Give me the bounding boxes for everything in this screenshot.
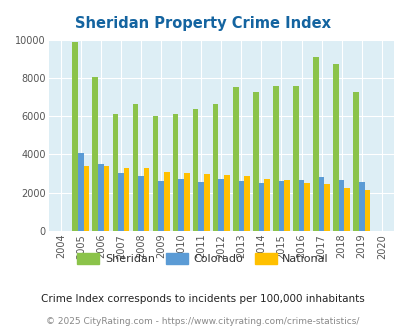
Bar [178,179,183,231]
Bar [78,152,83,231]
Text: Crime Index corresponds to incidents per 100,000 inhabitants: Crime Index corresponds to incidents per… [41,294,364,304]
Bar [284,181,289,231]
Bar [112,114,118,231]
Bar [72,43,78,231]
Bar [138,177,143,231]
Bar [232,87,238,231]
Bar [124,168,129,231]
Text: Sheridan Property Crime Index: Sheridan Property Crime Index [75,16,330,31]
Bar [212,104,218,231]
Bar [318,178,324,231]
Bar [298,180,304,231]
Bar [143,168,149,231]
Bar [132,104,138,231]
Bar [333,64,338,231]
Bar [292,85,298,231]
Bar [304,183,309,231]
Bar [103,166,109,231]
Bar [324,184,329,231]
Bar [98,164,103,231]
Legend: Sheridan, Colorado, National: Sheridan, Colorado, National [72,248,333,268]
Bar [218,179,224,231]
Bar [198,182,203,231]
Bar [152,116,158,231]
Bar [243,176,249,231]
Bar [172,114,178,231]
Bar [224,176,229,231]
Bar [338,180,343,231]
Bar [273,85,278,231]
Bar [258,183,264,231]
Bar [252,92,258,231]
Bar [164,173,169,231]
Bar [158,181,164,231]
Bar [92,78,98,231]
Bar [343,188,349,231]
Bar [352,92,358,231]
Bar [118,173,124,231]
Bar [203,174,209,231]
Bar [358,182,364,231]
Bar [264,179,269,231]
Text: © 2025 CityRating.com - https://www.cityrating.com/crime-statistics/: © 2025 CityRating.com - https://www.city… [46,317,359,326]
Bar [238,181,243,231]
Bar [312,57,318,231]
Bar [83,166,89,231]
Bar [278,181,284,231]
Bar [364,190,369,231]
Bar [183,173,189,231]
Bar [192,109,198,231]
